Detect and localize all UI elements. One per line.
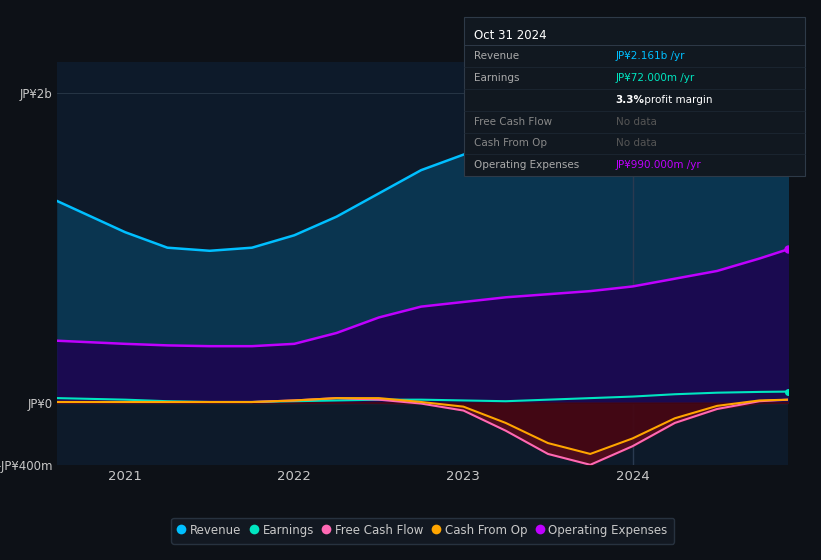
Text: Cash From Op: Cash From Op: [474, 138, 547, 148]
Text: Free Cash Flow: Free Cash Flow: [474, 116, 552, 127]
Text: No data: No data: [616, 138, 657, 148]
Legend: Revenue, Earnings, Free Cash Flow, Cash From Op, Operating Expenses: Revenue, Earnings, Free Cash Flow, Cash …: [172, 517, 674, 544]
Text: Oct 31 2024: Oct 31 2024: [474, 29, 546, 42]
Text: Earnings: Earnings: [474, 73, 519, 83]
Text: JP¥2.161b /yr: JP¥2.161b /yr: [616, 51, 686, 61]
Text: 3.3%: 3.3%: [616, 95, 644, 105]
Text: Operating Expenses: Operating Expenses: [474, 160, 579, 170]
Text: JP¥72.000m /yr: JP¥72.000m /yr: [616, 73, 695, 83]
Text: profit margin: profit margin: [641, 95, 713, 105]
Text: JP¥990.000m /yr: JP¥990.000m /yr: [616, 160, 701, 170]
Text: Revenue: Revenue: [474, 51, 519, 61]
Text: No data: No data: [616, 116, 657, 127]
